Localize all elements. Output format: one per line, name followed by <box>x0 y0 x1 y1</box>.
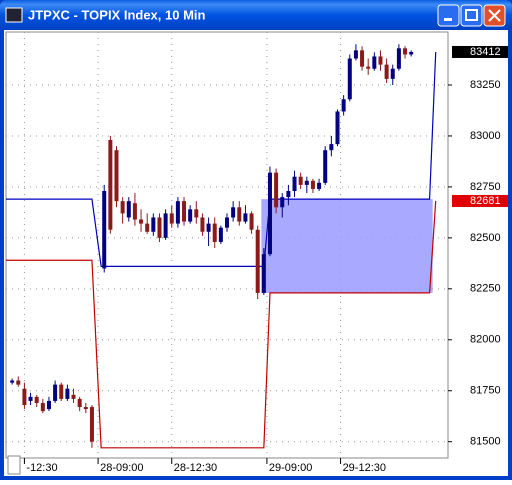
candle-body <box>255 229 260 293</box>
candle-body <box>225 217 229 228</box>
candle-body <box>267 172 272 255</box>
candle-body <box>145 223 150 232</box>
minimize-icon <box>444 18 452 21</box>
candle-body <box>206 223 211 232</box>
candle-body <box>169 213 174 224</box>
candle-body <box>366 66 371 69</box>
candle-body <box>114 150 119 202</box>
candle-body <box>218 227 223 242</box>
window-title: JTPXC - TOPIX Index, 10 Min <box>28 7 206 22</box>
candle-body <box>108 140 113 230</box>
candle-body <box>200 217 205 232</box>
candle-body <box>298 176 303 185</box>
candle-body <box>274 172 279 208</box>
candle-body <box>329 144 334 151</box>
candle-body <box>10 380 15 383</box>
x-tick-label: -12:30 <box>26 462 57 474</box>
candle-body <box>132 203 137 220</box>
candle-body <box>280 197 285 208</box>
close-icon <box>488 9 501 22</box>
candle-body <box>40 402 45 412</box>
x-tick-label: 28-09:00 <box>100 462 143 474</box>
maximize-icon <box>465 9 478 21</box>
price-marker <box>452 194 508 207</box>
candle-body <box>243 213 248 222</box>
candle-body <box>102 190 107 269</box>
y-tick-label: 82250 <box>470 283 501 295</box>
candle-body <box>53 384 58 401</box>
candle-body <box>261 254 266 293</box>
candle-body <box>237 207 242 222</box>
candle-body <box>34 396 39 403</box>
price-marker <box>452 45 508 58</box>
plot: 81500 81750 82000 82250 82500 82750 83000 83250… <box>6 32 508 474</box>
maximize-button[interactable] <box>460 4 483 27</box>
candle-body <box>120 201 125 214</box>
candle-body <box>46 400 51 410</box>
candle-body <box>323 150 328 183</box>
price-marker-label: 82681 <box>470 195 501 207</box>
y-tick-label: 82000 <box>470 334 501 346</box>
x-tick-label: 28-12:30 <box>174 462 217 474</box>
candle-body <box>28 396 33 401</box>
candle-body <box>188 209 193 222</box>
candle-body <box>292 176 297 191</box>
y-tick-label: 82500 <box>470 232 501 244</box>
candle-body <box>317 182 322 189</box>
candle-body <box>249 213 254 230</box>
title-bar <box>0 0 512 30</box>
candle-body <box>163 213 168 238</box>
highlight-zone <box>261 199 433 293</box>
candle-body <box>83 407 88 410</box>
candle-body <box>360 50 365 67</box>
price-marker-label: 83412 <box>470 46 501 58</box>
corner-box <box>7 455 21 475</box>
band-line <box>6 200 437 449</box>
candle-body <box>396 48 401 69</box>
minimize-button[interactable] <box>437 4 460 27</box>
candle-body <box>65 388 70 399</box>
candle-body <box>231 207 236 218</box>
candle-body <box>151 217 156 232</box>
candle-body <box>390 68 395 79</box>
candle-body <box>16 380 21 385</box>
app-icon <box>5 7 23 23</box>
candle-body <box>22 388 27 406</box>
candle-body <box>310 180 315 189</box>
candle-body <box>335 111 340 145</box>
candle-body <box>378 56 383 65</box>
candle-body <box>139 219 144 224</box>
candle-body <box>175 201 180 224</box>
x-tick-label: 29-12:30 <box>343 462 386 474</box>
candle-body <box>182 201 187 222</box>
candle-body <box>286 190 291 198</box>
y-tick-label: 81750 <box>470 385 501 397</box>
candle-body <box>89 407 94 442</box>
x-tick-label: 29-09:00 <box>269 462 312 474</box>
candle-body <box>384 64 389 79</box>
candle-body <box>157 217 162 238</box>
candle-body <box>194 209 199 218</box>
candle-body <box>77 398 82 408</box>
candle-body <box>212 223 217 242</box>
candle-body <box>409 51 414 55</box>
candle-body <box>71 394 76 399</box>
y-tick-label: 82750 <box>470 181 501 193</box>
candle-body <box>341 99 346 112</box>
candle-body <box>403 48 408 55</box>
candle-body <box>347 58 352 100</box>
y-tick-label: 83250 <box>470 79 501 91</box>
y-tick-label: 83000 <box>470 130 501 142</box>
candle-body <box>372 56 377 69</box>
candle-body <box>59 384 64 399</box>
y-tick-label: 81500 <box>470 436 501 448</box>
candle-body <box>126 201 131 218</box>
candle-body <box>353 50 358 59</box>
candle-body <box>304 180 309 185</box>
